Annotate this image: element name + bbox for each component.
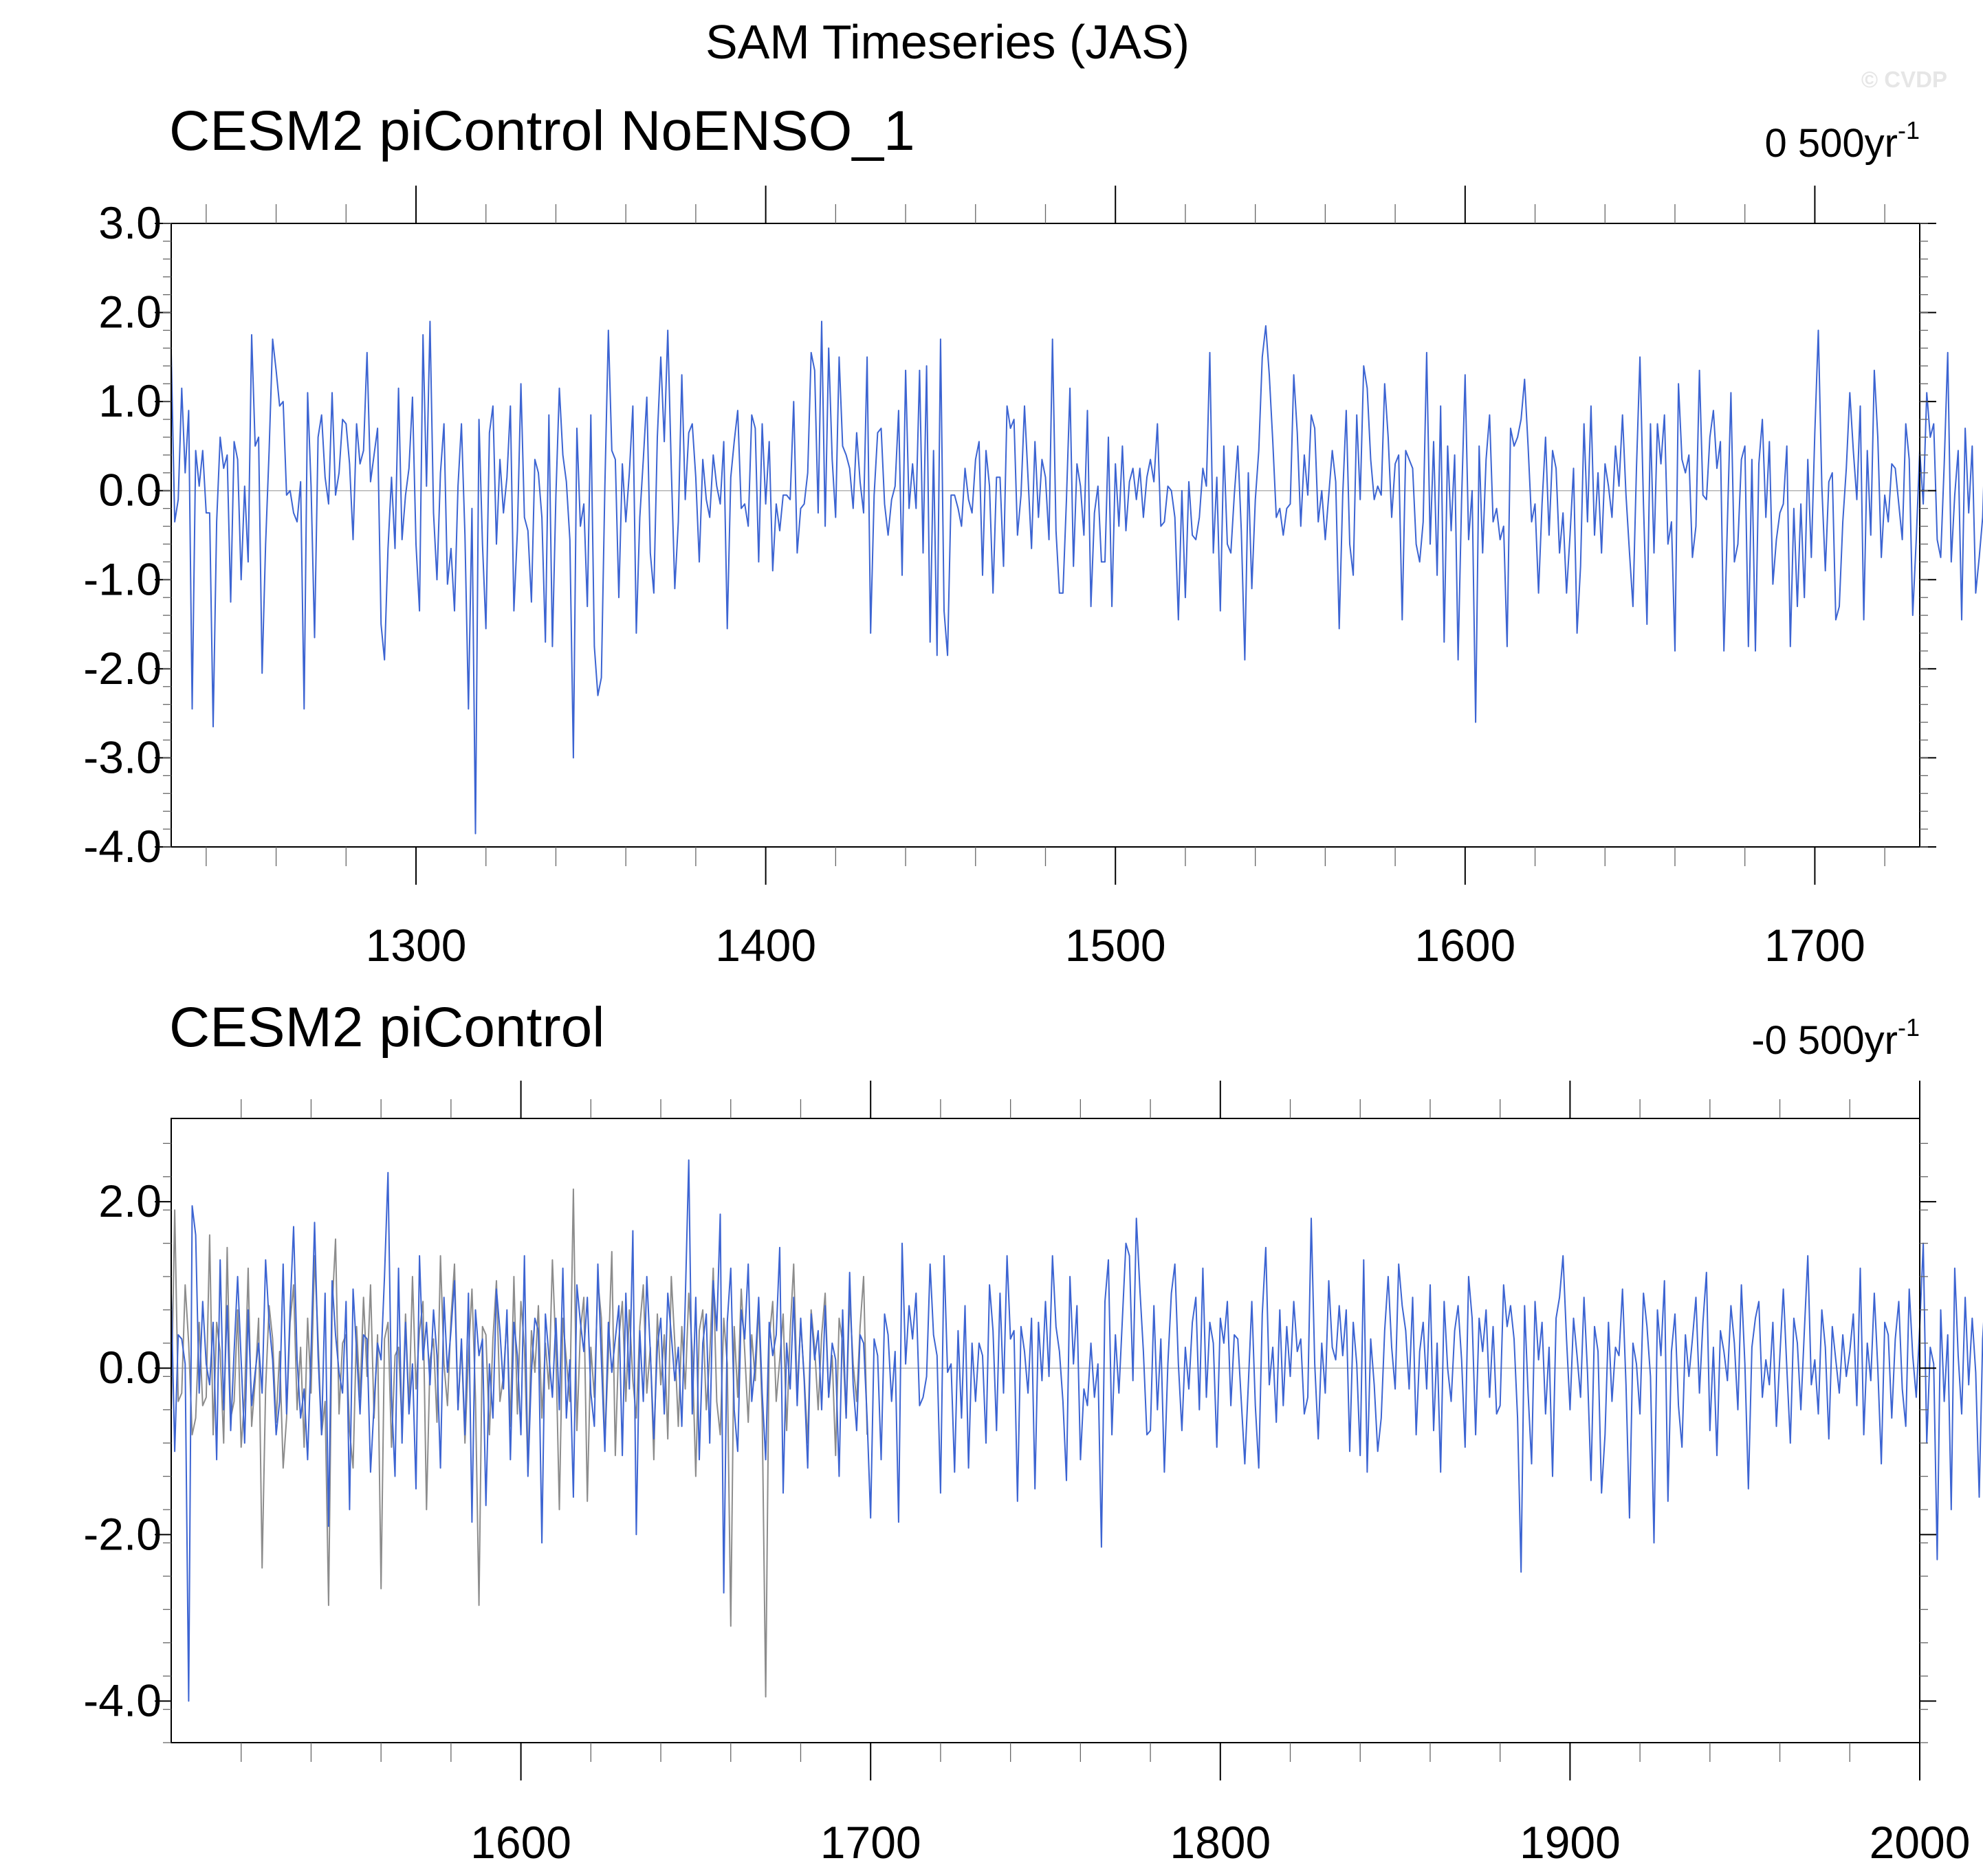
panel-picontrol-xtick-label: 1900 [1520,1817,1621,1868]
panel-picontrol-trend-exponent: -1 [1898,1013,1920,1041]
panel-picontrol-ytick-label: 0.0 [98,1342,162,1393]
panel-noenso-ytick-label: -4.0 [83,821,162,872]
panel-picontrol-xtick-label: 1600 [470,1817,571,1868]
panel-picontrol-plot-frame [171,1118,1920,1743]
panel-noenso-trend-value: 0 500yr [1765,121,1898,166]
cvdp-watermark: © CVDP [1861,67,1947,92]
panel-noenso-ytick-label: 0.0 [98,465,162,516]
panel-noenso-xtick-label: 1300 [366,920,467,971]
panel-noenso-ytick-label: -3.0 [83,731,162,782]
panel-noenso-ytick-label: -1.0 [83,553,162,604]
panel-picontrol-series-line-1 [171,1188,868,1698]
figure-title: SAM Timeseries (JAS) [705,15,1190,69]
panel-picontrol-ytick-label: -4.0 [83,1675,162,1725]
panel-picontrol-trend-label: -0 500yr-1 [1751,1013,1920,1063]
panel-noenso-series-line-0 [171,320,1983,835]
panel-picontrol-series-line-0 [171,1159,1983,1702]
panel-noenso-trend-label: 0 500yr-1 [1765,116,1920,166]
panel-noenso-trend-exponent: -1 [1898,116,1920,144]
panel-noenso-ytick-label: -2.0 [83,643,162,694]
panel-noenso: CESM2 piControl NoENSO_1 0 500yr-1 3.0 2.… [83,100,1983,971]
panel-noenso-ytick-label: 1.0 [98,375,162,426]
panel-noenso-ytick-label: 2.0 [98,287,162,338]
panel-picontrol-trend-value: -0 500yr [1751,1018,1898,1063]
panel-picontrol-title: CESM2 piControl [169,996,604,1059]
panel-picontrol-ytick-label: 2.0 [98,1176,162,1226]
panel-noenso-xtick-label: 1700 [1764,920,1865,971]
panel-noenso-plot-frame [171,223,1920,848]
panel-picontrol: CESM2 piControl -0 500yr-1 2.0 0.0 -2.0 -4.… [83,996,1983,1868]
panel-noenso-xtick-label: 1400 [715,920,816,971]
panel-picontrol-xtick-label: 1700 [820,1817,921,1868]
panel-noenso-title: CESM2 piControl NoENSO_1 [169,100,915,162]
panel-noenso-xtick-label: 1500 [1065,920,1166,971]
panel-noenso-ytick-label: 3.0 [98,197,162,248]
panel-picontrol-xtick-label: 2000 [1870,1817,1971,1868]
panel-picontrol-xtick-label: 1800 [1170,1817,1271,1868]
panel-noenso-xtick-label: 1600 [1414,920,1515,971]
panel-picontrol-ytick-label: -2.0 [83,1508,162,1559]
